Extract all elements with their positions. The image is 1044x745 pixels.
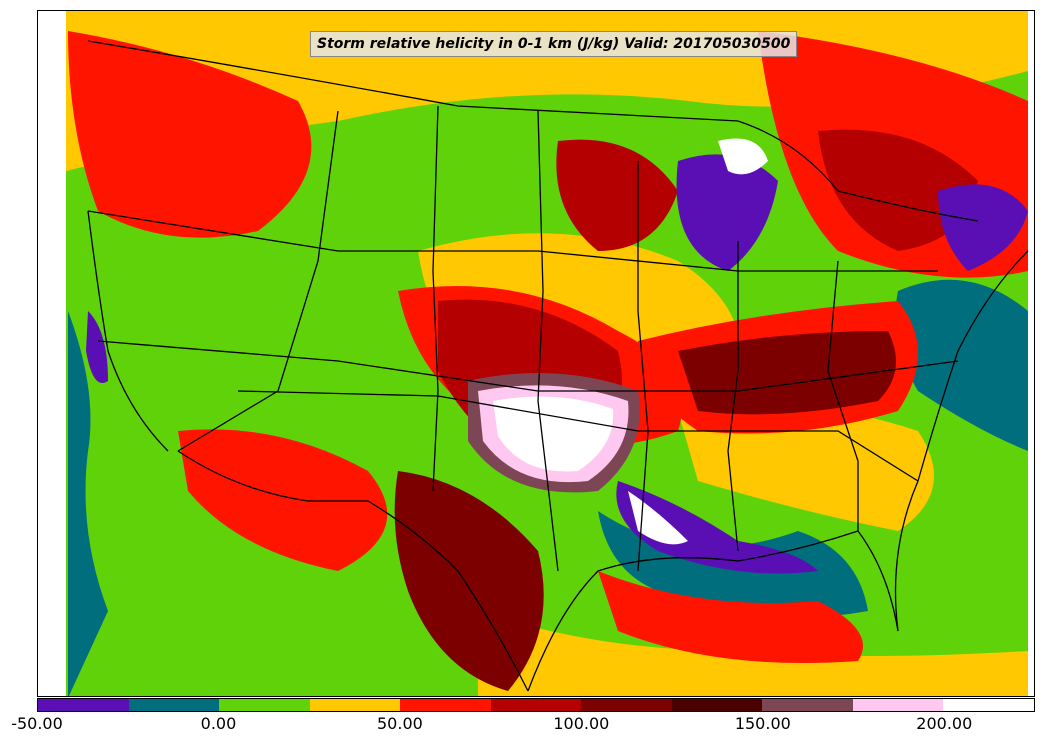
contour-purple-atlantic (938, 184, 1028, 271)
colorbar-segment (943, 699, 1035, 711)
coastline-east (894, 250, 1029, 632)
coastline-west (87, 210, 169, 452)
contour-darkred-north (556, 139, 678, 251)
colorbar-tick-label: 150.00 (734, 714, 791, 733)
state-line-b (432, 105, 439, 492)
contour-red-gulf (598, 571, 863, 663)
contour-darkred-texas (394, 471, 544, 691)
state-line-f (827, 260, 859, 531)
colorbar-segment (38, 699, 129, 711)
map-title: Storm relative helicity in 0-1 km (J/kg)… (310, 31, 798, 57)
boundary-lines (87, 40, 1029, 692)
state-line-h (97, 340, 959, 392)
colorbar (37, 698, 1035, 712)
state-line-a (177, 110, 339, 452)
colorbar-segment (400, 699, 491, 711)
colorbar-segment (128, 699, 220, 711)
map-frame: Storm relative helicity in 0-1 km (J/kg)… (37, 10, 1035, 697)
colorbar-segment (219, 699, 310, 711)
colorbar-segment (671, 699, 763, 711)
coastline-gulf (527, 530, 899, 692)
contour-purple-pacific (86, 311, 108, 383)
contour-yellow-east (678, 404, 934, 531)
state-line-i (237, 390, 919, 482)
colorbar-tick-label: 100.00 (553, 714, 610, 733)
map-canvas (66, 11, 1029, 696)
contour-white-core (493, 396, 614, 472)
colorbar-segment (490, 699, 582, 711)
state-line-e (727, 241, 739, 552)
contour-darkred-southeast (678, 331, 896, 415)
border-canada (87, 40, 979, 222)
colorbar-tick-label: 50.00 (377, 714, 423, 733)
contour-darkred-east (818, 129, 978, 251)
contour-teal-west (68, 311, 108, 696)
state-line-c (537, 110, 559, 572)
contour-red-southwest (178, 429, 388, 571)
colorbar-segment (581, 699, 672, 711)
colorbar-segment (309, 699, 401, 711)
colorbar-segment (852, 699, 944, 711)
state-line-d (637, 161, 649, 572)
colorbar-tick-label: -50.00 (11, 714, 63, 733)
contour-purple-gulf (616, 481, 818, 574)
colorbar-tick-label: 200.00 (916, 714, 973, 733)
contour-white-lakes (718, 138, 768, 175)
colorbar-tick-label: 0.00 (200, 714, 237, 733)
contour-red-northwest (68, 31, 312, 238)
colorbar-segment (762, 699, 853, 711)
contour-purple-lakes (676, 154, 778, 271)
border-mexico (177, 450, 529, 692)
state-line-g (87, 210, 938, 272)
contour-teal-east (895, 279, 1028, 451)
